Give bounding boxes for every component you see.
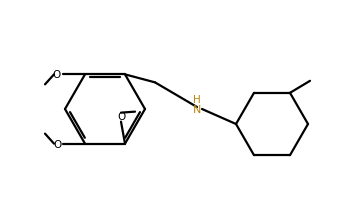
Text: H: H bbox=[193, 95, 201, 104]
Text: O: O bbox=[53, 139, 61, 149]
Text: O: O bbox=[117, 111, 125, 121]
Text: O: O bbox=[53, 70, 61, 80]
Text: N: N bbox=[193, 104, 201, 115]
